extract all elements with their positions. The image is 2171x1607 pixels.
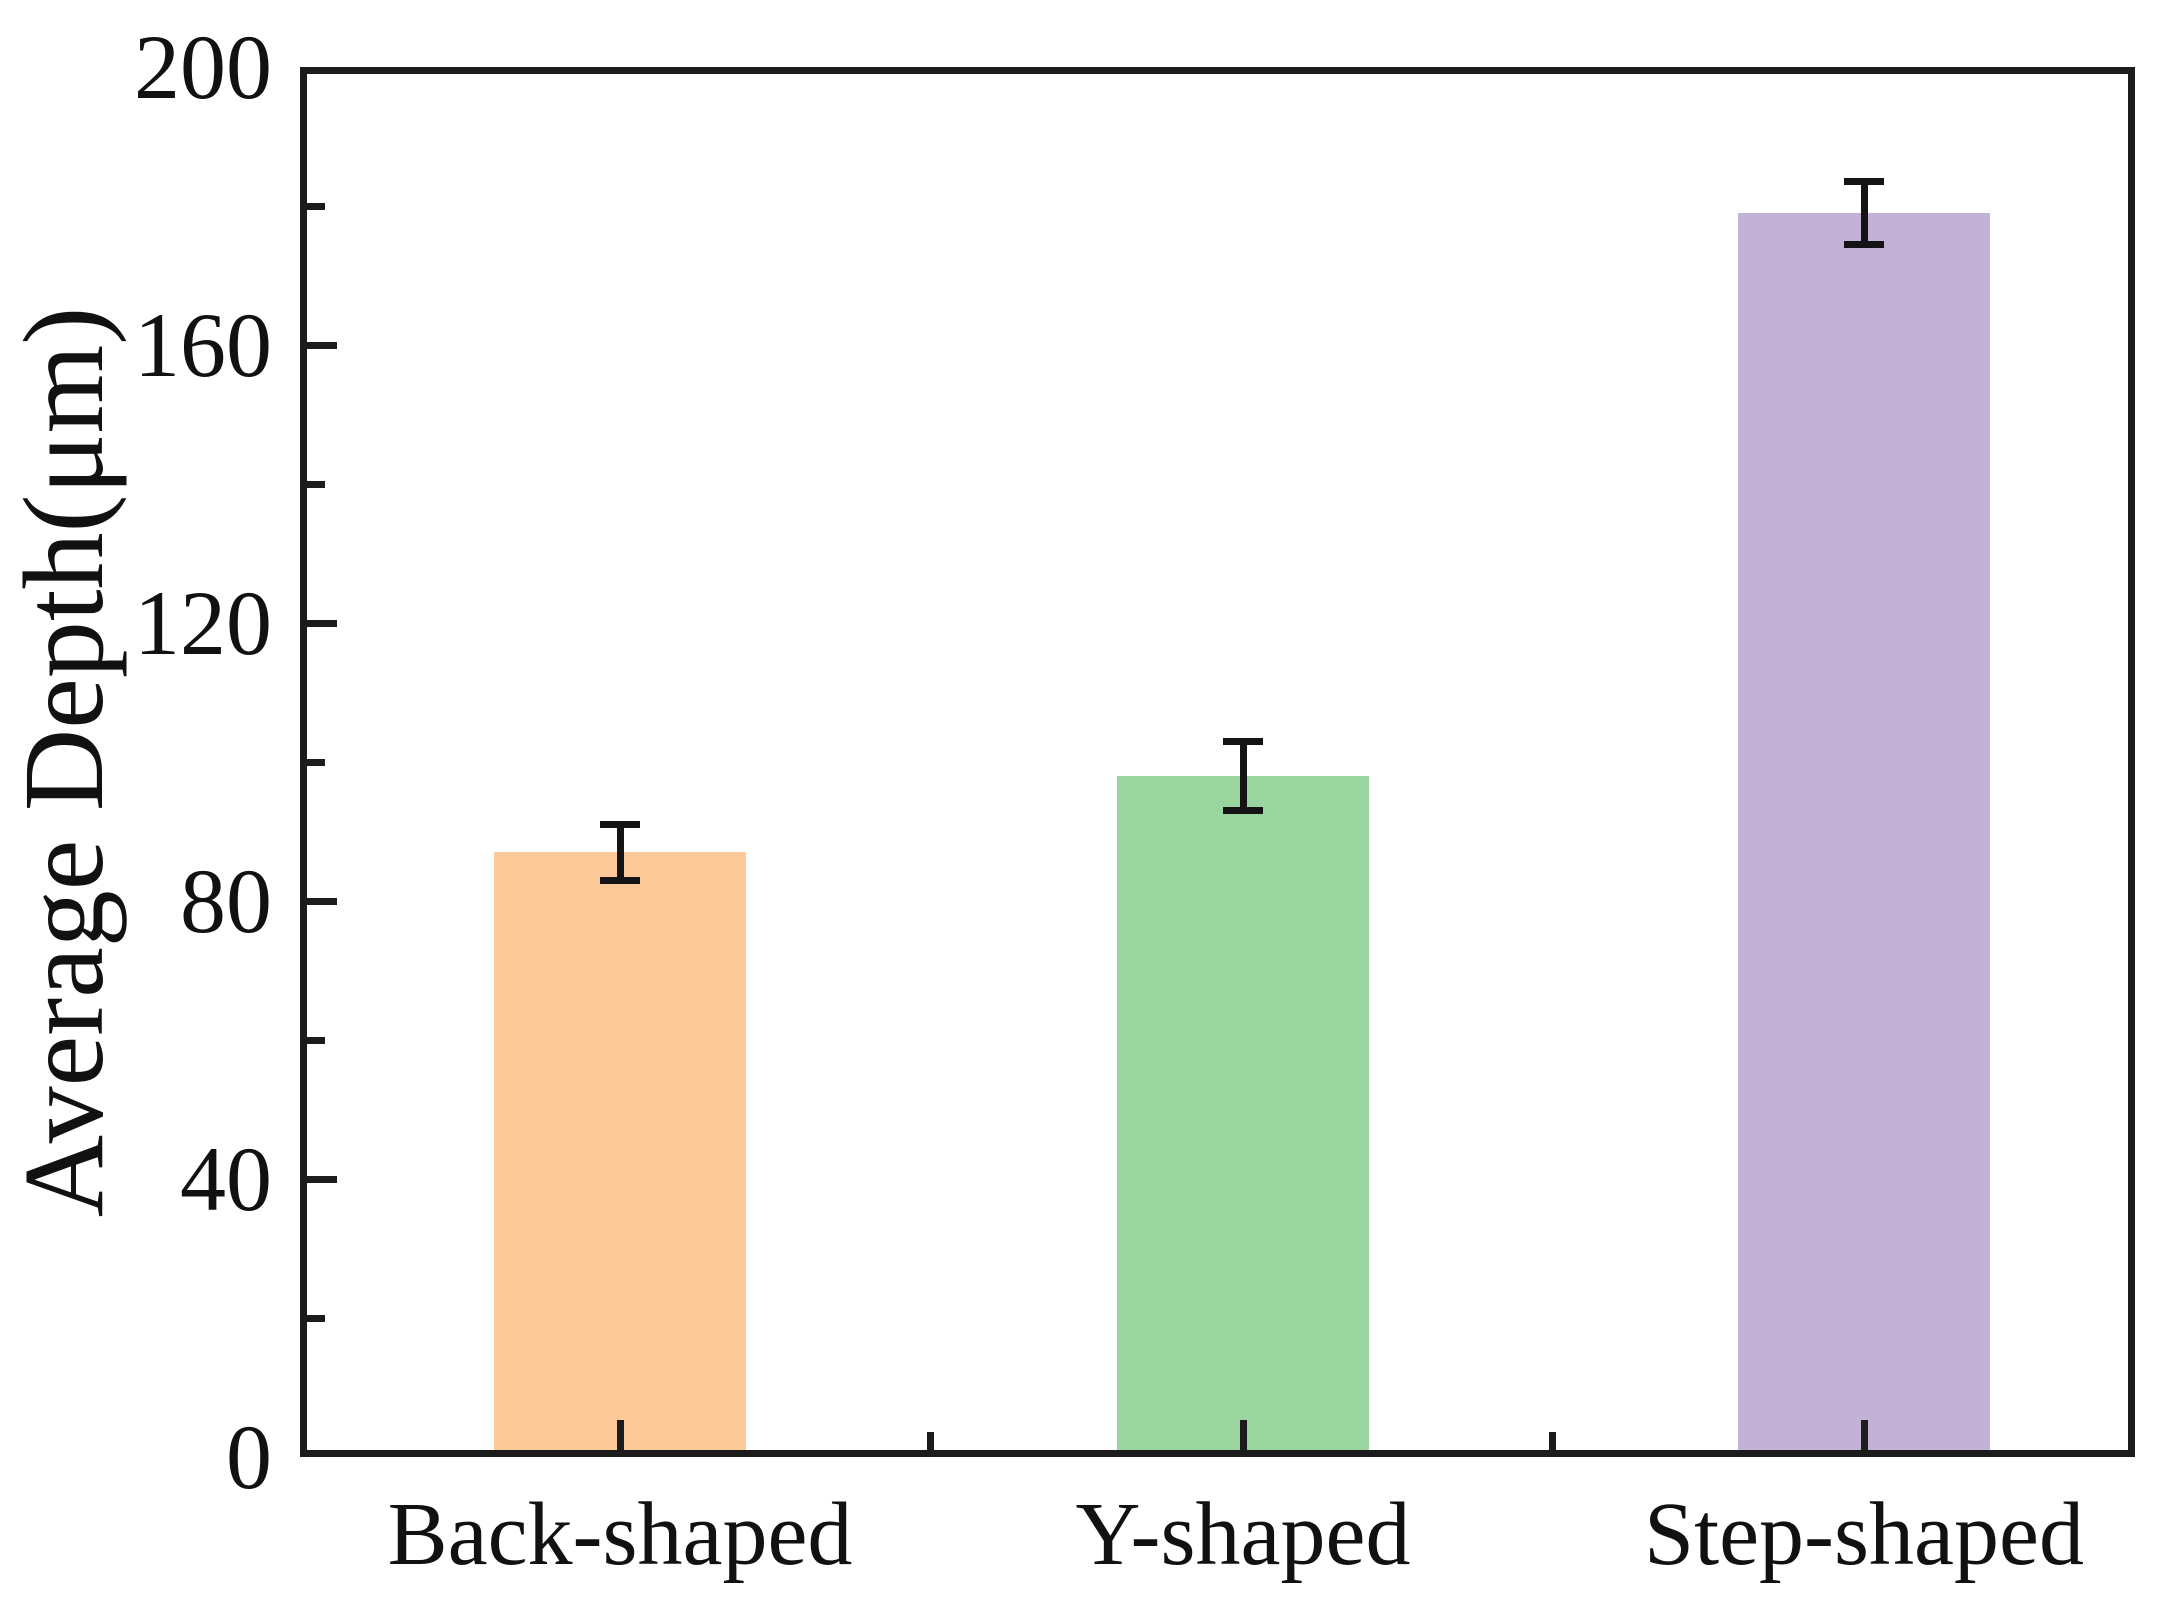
error-bar-cap-top-back-shaped [600,821,640,829]
y-tick-label-160: 160 [134,294,272,396]
y-tick-label-200: 200 [134,16,272,118]
y-major-tick-80 [307,897,337,905]
error-bar-cap-bottom-step-shaped [1844,240,1884,248]
y-major-tick-40 [307,1175,337,1183]
x-major-tick-back-shaped [616,1420,624,1450]
y-minor-tick-180 [307,202,325,210]
error-bar-cap-bottom-back-shaped [600,876,640,884]
error-bar-line-y-shaped [1239,741,1247,811]
y-axis-title: Average Depth(μm) [0,306,127,1218]
error-bar-line-back-shaped [616,824,624,881]
y-tick-label-120: 120 [134,572,272,674]
y-tick-label-40: 40 [180,1128,272,1230]
y-minor-tick-60 [307,1036,325,1044]
error-bar-cap-bottom-y-shaped [1223,807,1263,815]
y-major-tick-160 [307,341,337,349]
x-major-tick-step-shaped [1860,1420,1868,1450]
x-minor-tick-1 [1548,1432,1556,1450]
bar-step-shaped [1738,212,1990,1457]
x-tick-label-back-shaped: Back-shaped [387,1485,853,1584]
y-minor-tick-100 [307,758,325,766]
x-tick-label-step-shaped: Step-shaped [1644,1485,2084,1584]
y-tick-label-80: 80 [180,850,272,952]
x-minor-tick-0 [926,1432,934,1450]
x-major-tick-y-shaped [1239,1420,1247,1450]
y-tick-label-0: 0 [226,1406,272,1508]
error-bar-line-step-shaped [1860,181,1868,245]
y-minor-tick-140 [307,480,325,488]
y-major-tick-120 [307,619,337,627]
plot-frame [300,67,2135,1457]
bar-y-shaped [1117,775,1369,1457]
error-bar-cap-top-step-shaped [1844,178,1884,186]
bar-back-shaped [494,852,746,1457]
error-bar-cap-top-y-shaped [1223,737,1263,745]
y-minor-tick-20 [307,1314,325,1322]
x-tick-label-y-shaped: Y-shaped [1075,1485,1411,1584]
